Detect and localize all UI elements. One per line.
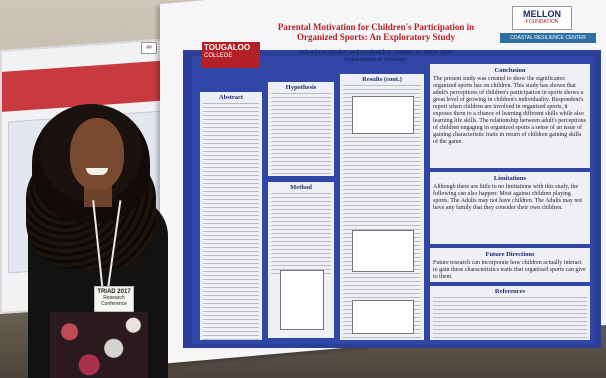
hypothesis-heading: Hypothesis	[285, 84, 317, 91]
tougaloo-logo: TOUGALOO COLLEGE	[202, 42, 260, 68]
mellon-line-1: MELLON	[523, 9, 561, 19]
results-table	[352, 300, 414, 334]
results-table	[352, 230, 414, 272]
logo-line-1: TOUGALOO	[204, 43, 251, 52]
coastal-resilience-banner: COASTAL RESILIENCE CENTER	[500, 33, 596, 43]
limitations-box: Limitations Although there are little to…	[430, 172, 590, 244]
hypothesis-box: Hypothesis	[268, 82, 334, 176]
person-smile	[86, 168, 108, 175]
future-directions-heading: Future Directions	[485, 251, 535, 258]
floral-skirt	[50, 312, 148, 378]
future-directions-box: Future Directions Future research can in…	[430, 248, 590, 282]
person-neck	[84, 185, 112, 207]
conclusion-heading: Conclusion	[494, 67, 526, 74]
poster-author-names: Valencia A. Banks* and Frederick L. Hunt…	[298, 50, 454, 56]
limitations-heading: Limitations	[493, 175, 527, 182]
poster-title: Parental Motivation for Children's Parti…	[277, 22, 475, 42]
abstract-body-text	[203, 102, 259, 340]
mellon-logo: MELLON FOUNDATION	[512, 6, 572, 30]
conclusion-text: The present study was created to show th…	[433, 76, 586, 145]
left-poster-heading	[6, 49, 126, 57]
method-table	[280, 270, 324, 330]
conclusion-box: Conclusion The present study was created…	[430, 64, 590, 168]
poster-authors: Valencia A. Banks* and Frederick L. Hunt…	[262, 50, 490, 64]
left-poster-number-tag: ##	[141, 42, 157, 54]
badge-line-2: Research Conference	[101, 295, 127, 307]
references-heading: References	[494, 288, 526, 295]
limitations-text: Although there are little to no limitati…	[433, 184, 583, 211]
method-body-text	[271, 192, 331, 275]
abstract-heading: Abstract	[218, 94, 244, 101]
name-badge: TRIAD 2017 Research Conference	[94, 286, 134, 312]
badge-line-1: TRIAD 2017	[97, 289, 131, 295]
abstract-box: Abstract	[200, 92, 262, 340]
hypothesis-body-text	[271, 92, 331, 176]
mellon-line-2: FOUNDATION	[525, 19, 559, 25]
person-face	[70, 118, 124, 190]
references-box: References	[430, 286, 590, 340]
results-table	[352, 96, 414, 134]
poster-department: Department of Sociology	[344, 57, 408, 63]
results-heading: Results (cont.)	[362, 76, 402, 83]
logo-line-2: COLLEGE	[204, 53, 233, 59]
references-body-text	[433, 296, 587, 340]
method-heading: Method	[290, 184, 312, 191]
future-directions-text: Future research can incorporate how chil…	[433, 260, 586, 280]
